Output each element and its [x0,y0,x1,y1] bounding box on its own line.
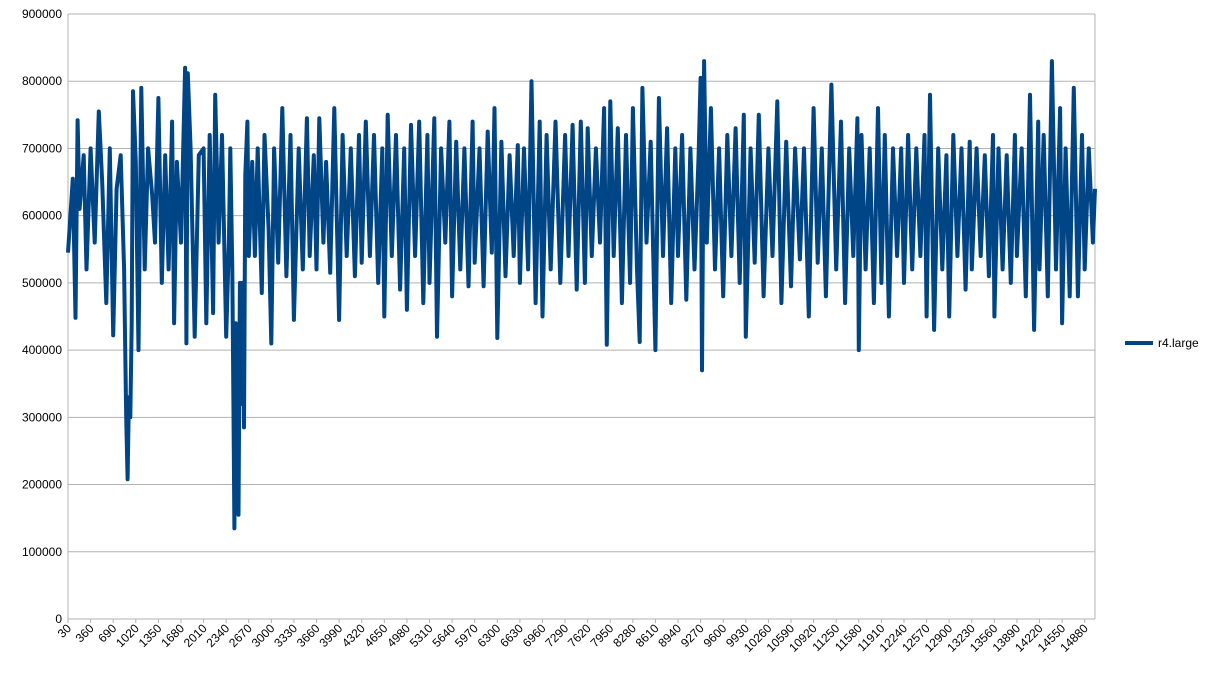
x-tick-label: 4980 [384,621,413,650]
y-tick-label: 300000 [22,410,62,424]
x-tick-label: 8280 [610,621,639,650]
legend-label: r4.large [1158,336,1199,350]
x-tick-label: 3990 [316,621,345,650]
x-tick-label: 6630 [497,621,526,650]
grid-lines [68,13,1095,620]
y-tick-label: 900000 [22,7,62,21]
x-tick-label: 4320 [339,621,368,650]
x-tick-label: 2010 [181,621,210,650]
x-tick-label: 360 [73,621,97,645]
y-tick-label: 0 [55,612,62,626]
x-tick-label: 3660 [294,621,323,650]
x-tick-label: 8610 [633,621,662,650]
x-tick-label: 3330 [271,621,300,650]
y-tick-label: 400000 [22,343,62,357]
y-tick-label: 500000 [22,276,62,290]
x-tick-label: 5310 [407,621,436,650]
x-tick-labels: 3036069010201350168020102340267030003330… [55,621,1091,655]
x-tick-label: 2670 [226,621,255,650]
x-tick-label: 5970 [452,621,481,650]
x-tick-label: 4650 [362,621,391,650]
y-tick-label: 700000 [22,141,62,155]
x-tick-label: 7290 [542,621,571,650]
y-tick-label: 200000 [22,478,62,492]
x-tick-label: 6960 [520,621,549,650]
y-tick-label: 800000 [22,74,62,88]
x-tick-label: 2340 [203,621,232,650]
y-tick-label: 100000 [22,545,62,559]
x-tick-label: 1680 [158,621,187,650]
x-tick-label: 9600 [701,621,730,650]
x-tick-label: 5640 [429,621,458,650]
x-tick-label: 3000 [249,621,278,650]
series-line [66,59,1097,531]
x-tick-label: 7950 [588,621,617,650]
legend: r4.large [1125,336,1199,350]
y-tick-label: 600000 [22,209,62,223]
x-tick-label: 9270 [678,621,707,650]
series-layer [66,59,1097,531]
x-tick-label: 6300 [475,621,504,650]
x-tick-label: 1020 [113,621,142,650]
y-tick-labels: 0 100000 200000 300000 400000 500000 600000 700… [22,7,62,626]
x-tick-label: 7620 [565,621,594,650]
x-tick-label: 8940 [655,621,684,650]
x-tick-label: 1350 [136,621,165,650]
axes [67,14,1096,623]
